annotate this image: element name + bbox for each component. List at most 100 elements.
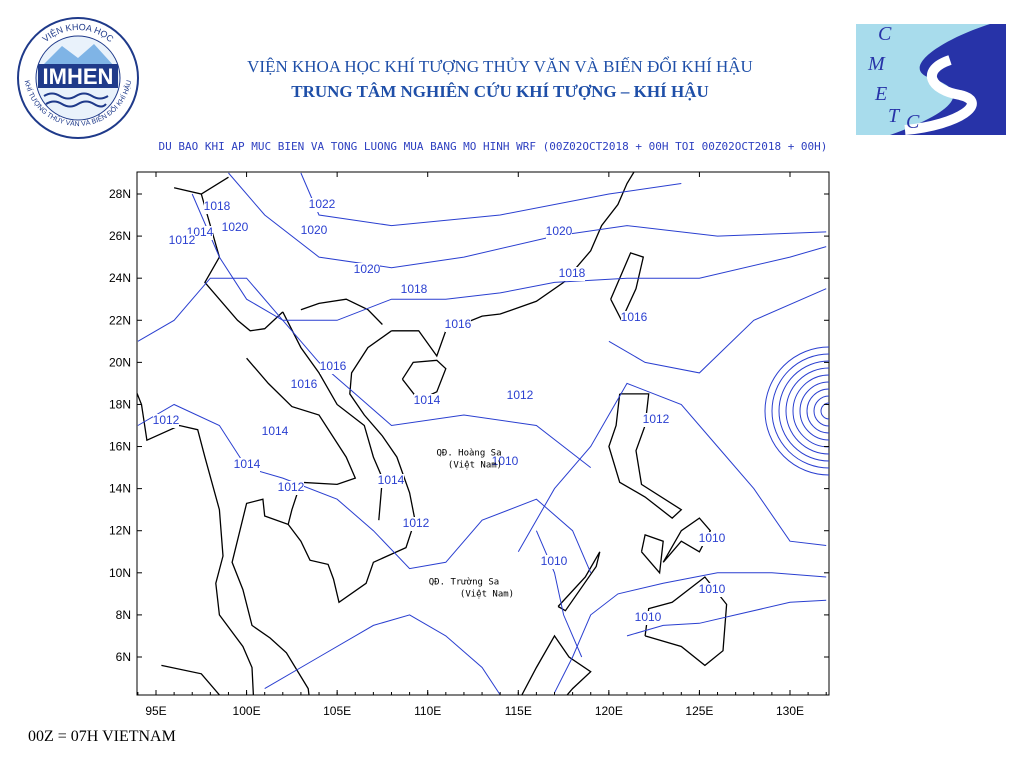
y-tick-label: 10N	[109, 566, 131, 580]
label-bg	[621, 311, 647, 325]
contour-label: 1012	[643, 412, 670, 426]
label-bg	[234, 458, 260, 472]
isobar	[535, 530, 583, 658]
contour-label: 1018	[401, 282, 428, 296]
isobar-low	[813, 395, 829, 427]
coastline	[391, 172, 635, 358]
contour-label: 1014	[414, 393, 441, 407]
isobar	[554, 572, 827, 694]
isobar-low	[764, 346, 829, 476]
contour-label: 1014	[234, 457, 261, 471]
logo-letter: C	[906, 111, 920, 133]
subtitle: DU BAO KHI AP MUC BIEN VA TONG LUONG MUA…	[159, 140, 828, 153]
isobar	[137, 403, 592, 573]
x-tick-label: 115E	[505, 704, 532, 718]
label-bg	[222, 221, 248, 235]
isobar-low	[771, 353, 829, 469]
y-tick-label: 18N	[109, 397, 131, 411]
coastline	[300, 298, 383, 325]
label-bg	[378, 474, 404, 488]
isobar	[608, 288, 827, 374]
y-tick-label: 28N	[109, 187, 131, 201]
y-tick-label: 22N	[109, 313, 131, 327]
x-tick-label: 100E	[233, 704, 261, 718]
map-frame	[136, 171, 830, 696]
label-bg	[643, 413, 669, 427]
isobar-low	[799, 381, 829, 441]
contour-label: 1020	[301, 223, 328, 237]
institute: VIỆN KHOA HỌC KHÍ TƯỢNG THỦY VĂN VÀ BIẾN…	[247, 56, 753, 76]
contour-label: 1010	[699, 582, 726, 596]
coastline	[246, 357, 357, 525]
label-bg	[699, 583, 725, 597]
contour-label: 1012	[403, 516, 430, 530]
place-label: (Việt Nam)	[460, 590, 514, 600]
center: TRUNG TÂM NGHIÊN CỨU KHÍ TƯỢNG – KHÍ HẬU	[291, 82, 708, 101]
label-bg	[559, 267, 585, 281]
label-bg	[507, 389, 533, 403]
label-bg	[699, 532, 725, 546]
label-bg	[414, 394, 440, 408]
label-bg	[291, 378, 317, 392]
contour-label: 1012	[278, 480, 305, 494]
isobar	[228, 172, 827, 269]
label-bg	[278, 481, 304, 495]
label-bg	[153, 414, 179, 428]
y-tick-label: 14N	[109, 482, 131, 496]
coastline	[137, 391, 255, 695]
label-bg	[262, 425, 288, 439]
coastline	[161, 664, 220, 695]
logo-letter: M	[867, 53, 886, 75]
logo-letter: C	[878, 23, 892, 45]
label-bg	[169, 234, 195, 248]
contour-label: 1012	[153, 413, 180, 427]
footer: 00Z = 07H VIETNAM	[28, 728, 176, 745]
label-bg	[301, 224, 327, 238]
label-bg	[541, 555, 567, 569]
isobar	[626, 599, 827, 637]
label-bg	[635, 611, 661, 625]
contour-label: 1014	[262, 424, 289, 438]
logo-letter: T	[888, 105, 901, 127]
logo-cmetc	[856, 24, 1006, 135]
isobar-low	[785, 367, 829, 455]
contour-label: 1010	[635, 610, 662, 624]
x-tick-label: 95E	[145, 704, 166, 718]
x-tick-label: 110E	[414, 704, 441, 718]
x-tick-label: 125E	[685, 704, 713, 718]
contour-label: 1018	[204, 199, 231, 213]
contour-label: 1018	[559, 266, 586, 280]
contour-label: 1022	[309, 197, 336, 211]
logo-imhen: IMHEN VIỆN KHOA HỌC KHÍ TƯỢNG THỦY VĂN V…	[17, 17, 139, 139]
contour-label: 1020	[222, 220, 249, 234]
isobar	[264, 614, 501, 695]
y-tick-label: 24N	[109, 271, 131, 285]
y-tick-label: 12N	[109, 524, 131, 538]
contour-label: 1016	[621, 310, 648, 324]
map-area: 1018 1022 1014 1020 1012 1020 1020 1018 1020 1018…	[137, 172, 829, 695]
isobar-low	[820, 402, 829, 420]
label-bg	[492, 455, 518, 469]
y-tick-label: 6N	[116, 650, 131, 664]
coastline	[231, 330, 416, 695]
contour-label: 1016	[291, 377, 318, 391]
contour-label: 1014	[378, 473, 405, 487]
contour-label: 1010	[492, 454, 519, 468]
label-bg	[546, 225, 572, 239]
x-tick-label: 130E	[776, 704, 804, 718]
place-label: (Việt Nam)	[448, 461, 502, 471]
label-bg	[403, 517, 429, 531]
coastline	[640, 534, 664, 575]
label-bg	[309, 198, 335, 212]
isobar-low	[778, 360, 829, 462]
coastline	[610, 252, 645, 322]
contour-label: 1020	[546, 224, 573, 238]
coastline	[644, 576, 728, 667]
coastline	[662, 517, 712, 563]
isobar	[517, 382, 827, 553]
label-bg	[320, 360, 346, 374]
y-tick-label: 16N	[109, 440, 131, 454]
label-bg	[204, 200, 230, 214]
place-label: QĐ. Hoàng Sa	[436, 449, 501, 459]
